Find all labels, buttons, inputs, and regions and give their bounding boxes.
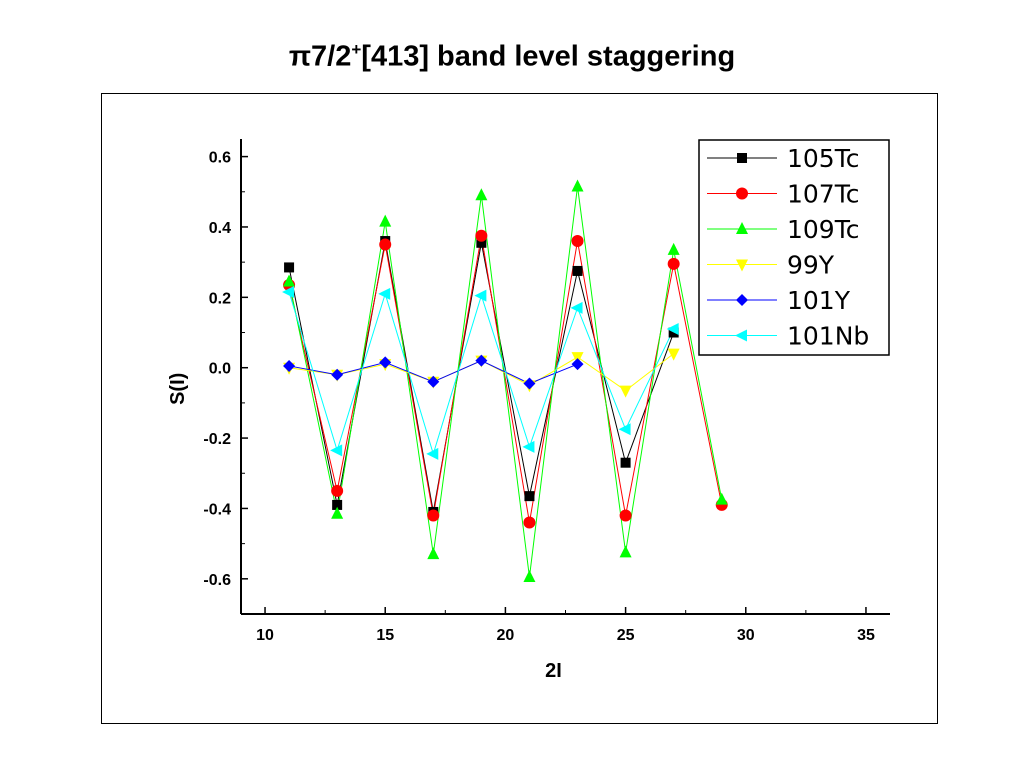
data-point-107Tc xyxy=(331,484,344,497)
data-point-105Tc xyxy=(524,491,535,502)
data-point-109Tc xyxy=(619,545,632,558)
series-markers xyxy=(282,179,728,583)
data-point-107Tc xyxy=(571,235,584,248)
x-tick-label: 10 xyxy=(256,627,274,644)
data-point-101Y xyxy=(571,358,584,371)
x-axis-label: 2I xyxy=(545,660,562,682)
data-point-109Tc xyxy=(331,506,344,519)
y-tick-label: 0.2 xyxy=(209,290,231,307)
data-point-101Nb xyxy=(618,423,631,436)
series-line-109Tc xyxy=(288,186,723,578)
y-tick-label: 0.6 xyxy=(209,150,231,167)
data-point-101Nb xyxy=(282,286,295,299)
data-point-101Nb xyxy=(426,447,439,460)
data-point-101Nb xyxy=(378,287,391,300)
legend: 105Tc 107Tc 109Tc 99Y 101Y 101Nb xyxy=(698,139,890,356)
data-point-99Y xyxy=(571,352,584,365)
data-point-101Y xyxy=(379,356,392,369)
legend-marker-105Tc xyxy=(737,153,747,163)
title-suffix: [413] band level staggering xyxy=(361,40,736,73)
legend-label-105Tc: 105Tc xyxy=(787,144,860,173)
data-point-105Tc xyxy=(476,237,487,248)
data-point-109Tc xyxy=(475,188,488,201)
data-point-101Nb xyxy=(474,289,487,302)
data-point-105Tc xyxy=(668,327,679,338)
series-lines xyxy=(288,186,723,578)
title-superscript: + xyxy=(351,40,362,59)
legend-marker-109Tc xyxy=(736,222,748,234)
data-point-109Tc xyxy=(715,492,728,505)
y-axis-label: S(I) xyxy=(167,373,189,405)
data-point-107Tc xyxy=(667,257,680,270)
series-line-105Tc xyxy=(288,240,675,513)
y-tick-label: -0.4 xyxy=(203,501,231,518)
data-point-105Tc xyxy=(332,499,343,510)
data-point-101Y xyxy=(475,354,488,367)
data-point-107Tc xyxy=(523,516,536,529)
data-point-101Nb xyxy=(570,301,583,314)
legend-marker-101Y xyxy=(736,294,748,306)
data-point-107Tc xyxy=(619,509,632,522)
data-point-101Nb xyxy=(666,323,679,335)
data-point-109Tc xyxy=(667,242,680,255)
title-prefix: π7/2 xyxy=(288,40,352,73)
data-point-101Nb xyxy=(522,440,535,453)
data-point-107Tc xyxy=(475,229,488,242)
data-point-105Tc xyxy=(572,265,583,276)
data-point-107Tc xyxy=(379,238,392,251)
legend-label-99Y: 99Y xyxy=(787,251,835,280)
plot-frame xyxy=(101,93,938,724)
legend-label-107Tc: 107Tc xyxy=(787,180,860,209)
data-point-99Y xyxy=(667,348,680,361)
y-tick-label: 0.4 xyxy=(209,220,231,237)
chart-title: π7/2+[413] band level staggering xyxy=(0,40,1024,74)
data-point-107Tc xyxy=(427,509,440,522)
data-point-101Y xyxy=(331,368,344,381)
x-tick-label: 20 xyxy=(497,627,515,644)
legend-box xyxy=(698,139,890,356)
legend-label-101Y: 101Y xyxy=(787,286,851,315)
data-point-105Tc xyxy=(620,457,631,468)
x-tick-label: 35 xyxy=(857,627,875,644)
legend-label-101Nb: 101Nb xyxy=(787,322,869,351)
data-point-101Y xyxy=(523,377,536,390)
data-point-109Tc xyxy=(379,214,392,227)
data-point-109Tc xyxy=(523,570,536,583)
data-point-101Y xyxy=(427,375,440,388)
legend-marker-101Nb xyxy=(735,329,747,342)
axes: 0.6 0.4 0.2 0.0 -0.2 -0.4 -0.6 10 15 20 25 30 35 2I S(… xyxy=(167,139,890,682)
data-point-109Tc xyxy=(571,179,584,192)
x-tick-label: 25 xyxy=(617,627,635,644)
legend-marker-99Y xyxy=(736,259,748,272)
data-point-109Tc xyxy=(427,547,440,560)
data-point-101Nb xyxy=(330,444,343,457)
x-tick-label: 15 xyxy=(376,627,394,644)
x-tick-label: 30 xyxy=(737,627,755,644)
data-point-99Y xyxy=(619,385,632,398)
data-point-101Y xyxy=(283,359,296,372)
data-point-105Tc xyxy=(284,262,295,273)
data-point-109Tc xyxy=(283,274,296,287)
legend-marker-107Tc xyxy=(736,187,748,200)
y-tick-label: -0.2 xyxy=(203,431,231,448)
legend-label-109Tc: 109Tc xyxy=(787,215,860,244)
y-tick-label: 0.0 xyxy=(209,361,231,378)
y-tick-label: -0.6 xyxy=(203,572,231,589)
